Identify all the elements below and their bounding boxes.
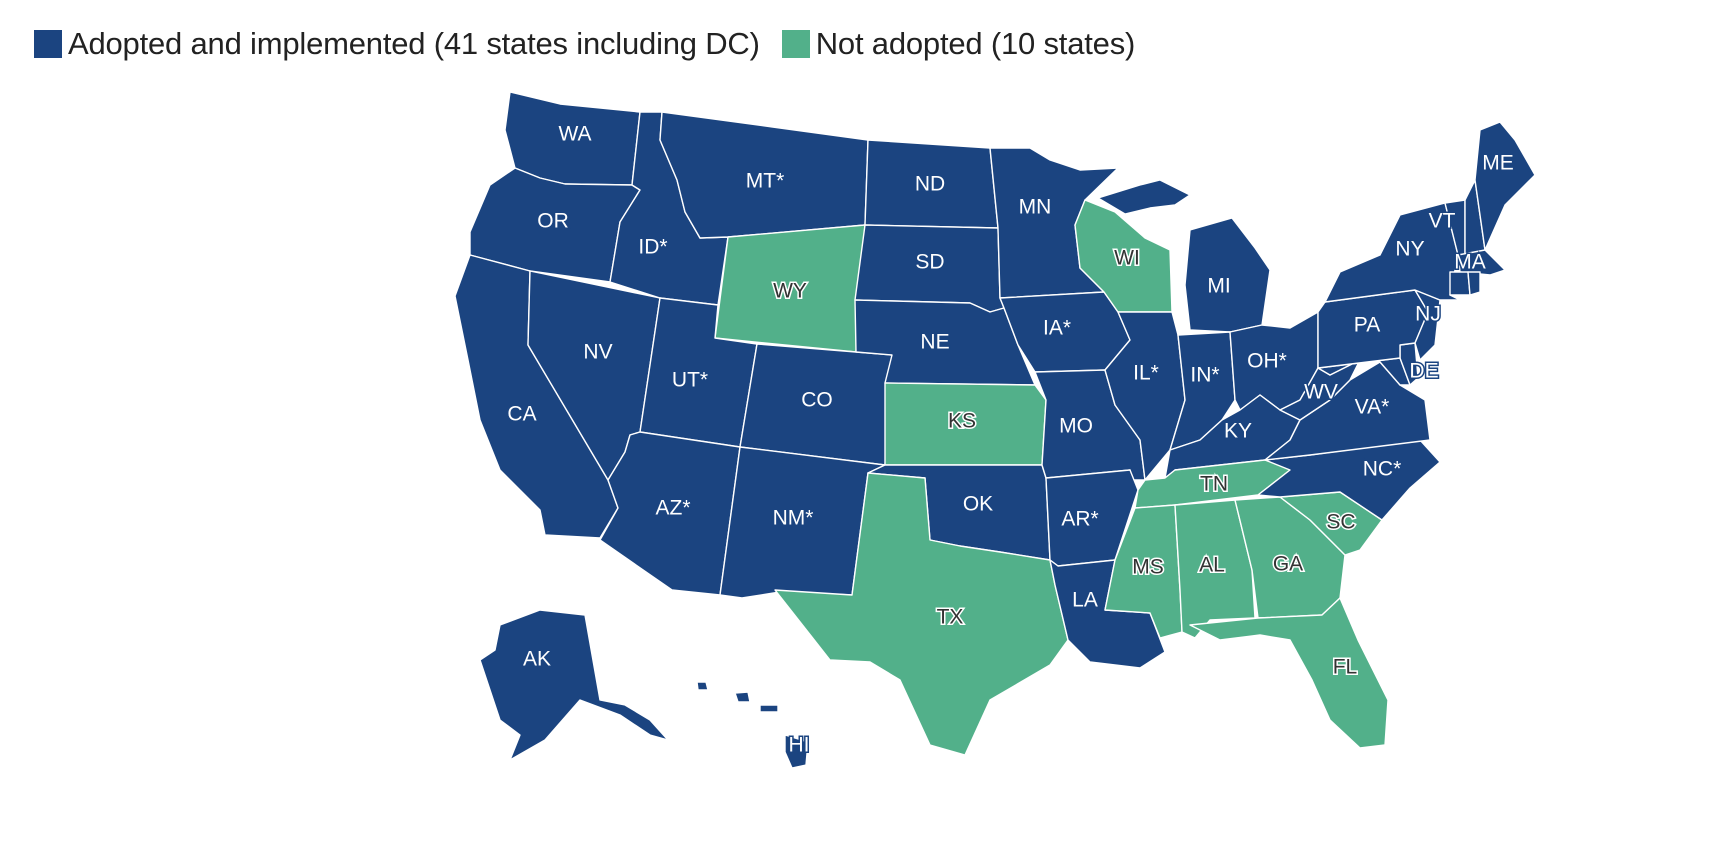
state-label-de: DE	[1409, 360, 1438, 383]
state-label-il: IL*	[1133, 362, 1159, 385]
state-me	[1474, 121, 1536, 251]
state-label-me: ME	[1482, 152, 1514, 175]
state-label-al: AL	[1199, 554, 1225, 577]
state-label-nc: NC*	[1363, 458, 1402, 481]
state-label-ca: CA	[507, 403, 536, 426]
state-label-sd: SD	[915, 251, 944, 274]
state-label-nd: ND	[915, 173, 945, 196]
state-label-co: CO	[801, 389, 833, 412]
state-label-pa: PA	[1354, 314, 1380, 337]
state-ak	[479, 609, 669, 761]
state-wi	[1074, 199, 1173, 313]
state-label-ak: AK	[523, 648, 551, 671]
state-label-nv: NV	[583, 341, 612, 364]
state-ma	[1457, 249, 1506, 276]
state-label-va: VA*	[1355, 396, 1390, 419]
state-label-nj: NJ	[1415, 303, 1441, 326]
state-label-ny: NY	[1395, 238, 1424, 261]
state-label-id: ID*	[638, 236, 667, 259]
legend-item-not-adopted: Not adopted (10 states)	[781, 26, 1136, 62]
state-labels-layer: WA OR CA NV ID* MT* WY UT* AZ* CO NM* ND SD NE KS OK TX M…	[506, 121, 1515, 758]
legend-swatch-adopted	[34, 30, 62, 58]
state-label-vt: VT	[1429, 210, 1456, 233]
state-label-wv: WV	[1304, 381, 1338, 404]
state-label-ok: OK	[963, 493, 993, 516]
state-label-tn: TN	[1200, 473, 1228, 496]
state-label-nm: NM*	[773, 507, 814, 530]
state-label-az: AZ*	[655, 497, 690, 520]
state-label-oh: OH*	[1247, 350, 1287, 373]
state-ct	[1449, 271, 1471, 296]
state-ri	[1467, 271, 1481, 296]
state-ne	[854, 299, 1036, 386]
state-label-mo: MO	[1059, 415, 1093, 438]
state-la	[1049, 559, 1166, 669]
state-label-sc: SC	[1326, 511, 1355, 534]
state-tx	[774, 472, 1069, 756]
state-label-mn: MN	[1019, 196, 1052, 219]
legend-label-adopted: Adopted and implemented (41 states inclu…	[68, 26, 760, 61]
state-label-ms: MS	[1132, 556, 1164, 579]
state-label-mt: MT*	[746, 170, 785, 193]
state-fl	[1189, 597, 1389, 749]
state-label-ks: KS	[948, 410, 976, 433]
state-label-ne: NE	[920, 331, 949, 354]
state-label-wa: WA	[558, 123, 591, 146]
legend-item-adopted: Adopted and implemented (41 states inclu…	[34, 26, 760, 62]
legend-label-not-adopted: Not adopted (10 states)	[815, 26, 1136, 61]
state-label-fl: FL	[1333, 656, 1358, 679]
state-label-ma: MA	[1454, 251, 1486, 274]
state-label-ky: KY	[1224, 420, 1252, 443]
state-label-or: OR	[537, 210, 569, 233]
state-hi	[696, 681, 809, 769]
state-label-ga: GA	[1273, 553, 1303, 576]
state-label-wi: WI	[1114, 247, 1140, 270]
state-label-tx: TX	[937, 606, 964, 629]
legend-swatch-not-adopted	[781, 30, 810, 58]
map-legend: Adopted and implemented (41 states inclu…	[34, 26, 1157, 62]
state-label-wy: WY	[773, 280, 807, 303]
state-label-ar: AR*	[1061, 508, 1098, 531]
states-layer	[454, 91, 1536, 769]
state-label-la: LA	[1072, 589, 1098, 612]
state-label-ia: IA*	[1043, 317, 1071, 340]
state-label-ut: UT*	[672, 369, 708, 392]
state-label-mi: MI	[1207, 275, 1230, 298]
state-label-in: IN*	[1190, 364, 1219, 387]
state-label-hi: HI	[789, 734, 810, 757]
